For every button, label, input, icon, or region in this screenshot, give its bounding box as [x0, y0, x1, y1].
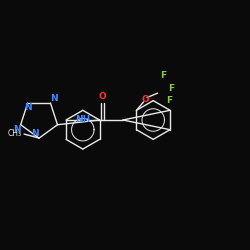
Text: O: O — [99, 92, 106, 100]
Text: N: N — [13, 125, 21, 134]
Text: NH: NH — [76, 116, 91, 124]
Text: N: N — [24, 103, 32, 112]
Text: N: N — [50, 94, 58, 103]
Text: O: O — [141, 95, 149, 104]
Text: F: F — [168, 84, 174, 93]
Text: CH₃: CH₃ — [8, 129, 22, 138]
Text: F: F — [160, 71, 166, 80]
Text: F: F — [166, 96, 172, 105]
Text: N: N — [32, 129, 39, 138]
